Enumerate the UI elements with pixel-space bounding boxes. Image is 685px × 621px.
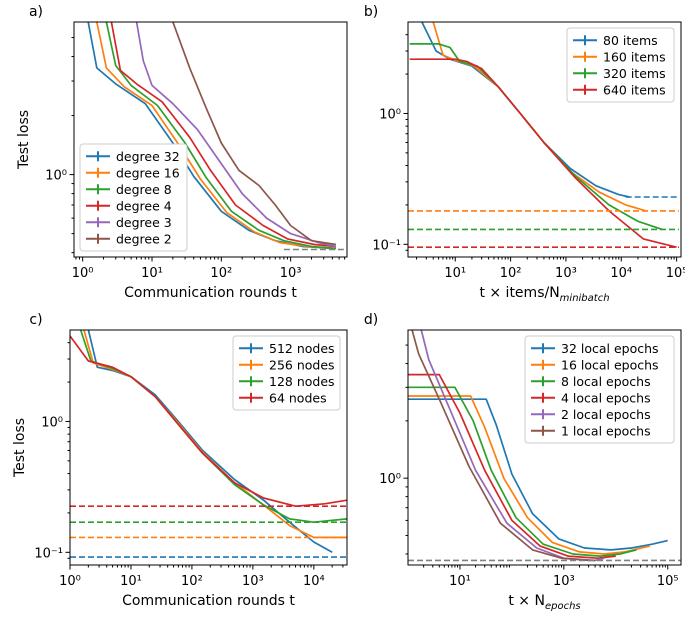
panel-3: 10⁰ 10¹ 10² 10³ 10⁴ 10⁻¹ 10⁰ Communication roun… [12, 312, 348, 609]
legend-label: 640 items [603, 82, 666, 97]
series-line [408, 398, 668, 551]
x-tick-label: 10³ [280, 266, 302, 281]
x-tick-label: 10³ [242, 574, 264, 589]
x-tick-label: 10² [210, 266, 232, 281]
y-tick-label: 10⁻¹ [34, 546, 63, 561]
y-tick-label: 10⁰ [379, 472, 401, 487]
panel-label: d) [364, 312, 378, 328]
y-tick-label: 10⁰ [45, 169, 67, 184]
plot-area [87, 22, 345, 251]
panel-2: 10¹ 10² 10³ 10⁴ 10⁵ 10⁻¹ 10⁰ t × items/Nminibat… [364, 4, 685, 304]
x-tick-label: 10¹ [120, 574, 142, 589]
x-axis-label: Communication rounds t [122, 593, 295, 609]
axes-frame [69, 329, 348, 566]
legend-label: 1 local epochs [561, 423, 651, 438]
panel-label: c) [29, 312, 42, 328]
legend-label: 160 items [603, 49, 666, 64]
x-tick-label: 10⁴ [303, 574, 325, 589]
x-tick-label: 10⁵ [666, 266, 685, 281]
legend-label: 512 nodes [269, 341, 335, 356]
x-tick-label: 10³ [553, 574, 575, 589]
legend-frame [566, 27, 675, 103]
legend-label: 32 local epochs [561, 341, 659, 356]
legend-label: degree 4 [116, 198, 172, 213]
panel-label: a) [29, 4, 43, 20]
legend-label: 8 local epochs [561, 374, 651, 389]
legend-frame [79, 143, 188, 252]
x-tick-label: 10¹ [141, 266, 163, 281]
panel-label: b) [364, 4, 378, 20]
legend-label: 256 nodes [269, 357, 335, 372]
plot-area [70, 330, 347, 558]
x-tick-label: 10⁰ [72, 266, 94, 281]
legend-label: 4 local epochs [561, 390, 651, 405]
legend-label: 80 items [603, 33, 658, 48]
x-tick-label: 10¹ [449, 574, 471, 589]
x-tick-label: 10³ [555, 266, 577, 281]
x-tick-label: 10⁰ [59, 574, 81, 589]
x-tick-label: 10¹ [444, 266, 466, 281]
legend-label: 128 nodes [269, 374, 335, 389]
series-line [110, 22, 336, 248]
series-line [408, 395, 650, 555]
series-line [172, 22, 337, 246]
legend-label: 2 local epochs [561, 407, 651, 422]
y-tick-label: 10⁰ [41, 415, 63, 430]
legend-label: degree 2 [116, 231, 172, 246]
series-line [105, 22, 336, 250]
x-tick-label: 10² [500, 266, 522, 281]
panel-4: 10¹ 10³ 10⁵ 10⁰ t × Nepochs d) 32 local epochs… [364, 312, 682, 612]
legend-frame [232, 335, 341, 411]
plot-area [408, 22, 679, 249]
series-line [408, 386, 637, 557]
y-tick-label: 10⁰ [379, 107, 401, 122]
legend-label: 64 nodes [269, 390, 327, 405]
axes-frame [407, 329, 682, 566]
series-line [95, 22, 336, 250]
series-line [135, 22, 337, 248]
plot-area [408, 330, 681, 562]
y-axis-label: Test loss [16, 110, 32, 170]
series-line [409, 58, 677, 249]
legend-label: degree 3 [116, 215, 172, 230]
x-axis-label: Communication rounds t [124, 285, 297, 301]
x-axis-label: t × items/Nminibatch [479, 285, 609, 304]
series-line [87, 330, 333, 554]
x-tick-label: 10⁵ [657, 574, 679, 589]
x-axis-label: t × Nepochs [508, 593, 580, 612]
panel-1: 10⁰ 10¹ 10² 10³ 10⁰ Communication rounds t Tes… [16, 4, 348, 301]
legend-label: 320 items [603, 66, 666, 81]
y-tick-label: 10⁻¹ [372, 238, 401, 253]
legend-frame [524, 335, 675, 444]
x-tick-label: 10⁴ [610, 266, 632, 281]
axes-frame [407, 21, 682, 258]
legend-label: degree 16 [116, 165, 180, 180]
legend-label: degree 8 [116, 182, 172, 197]
y-axis-label: Test loss [12, 418, 28, 478]
legend-label: degree 32 [116, 149, 180, 164]
series-line [408, 373, 616, 560]
legend-label: 16 local epochs [561, 357, 659, 372]
x-tick-label: 10² [181, 574, 203, 589]
